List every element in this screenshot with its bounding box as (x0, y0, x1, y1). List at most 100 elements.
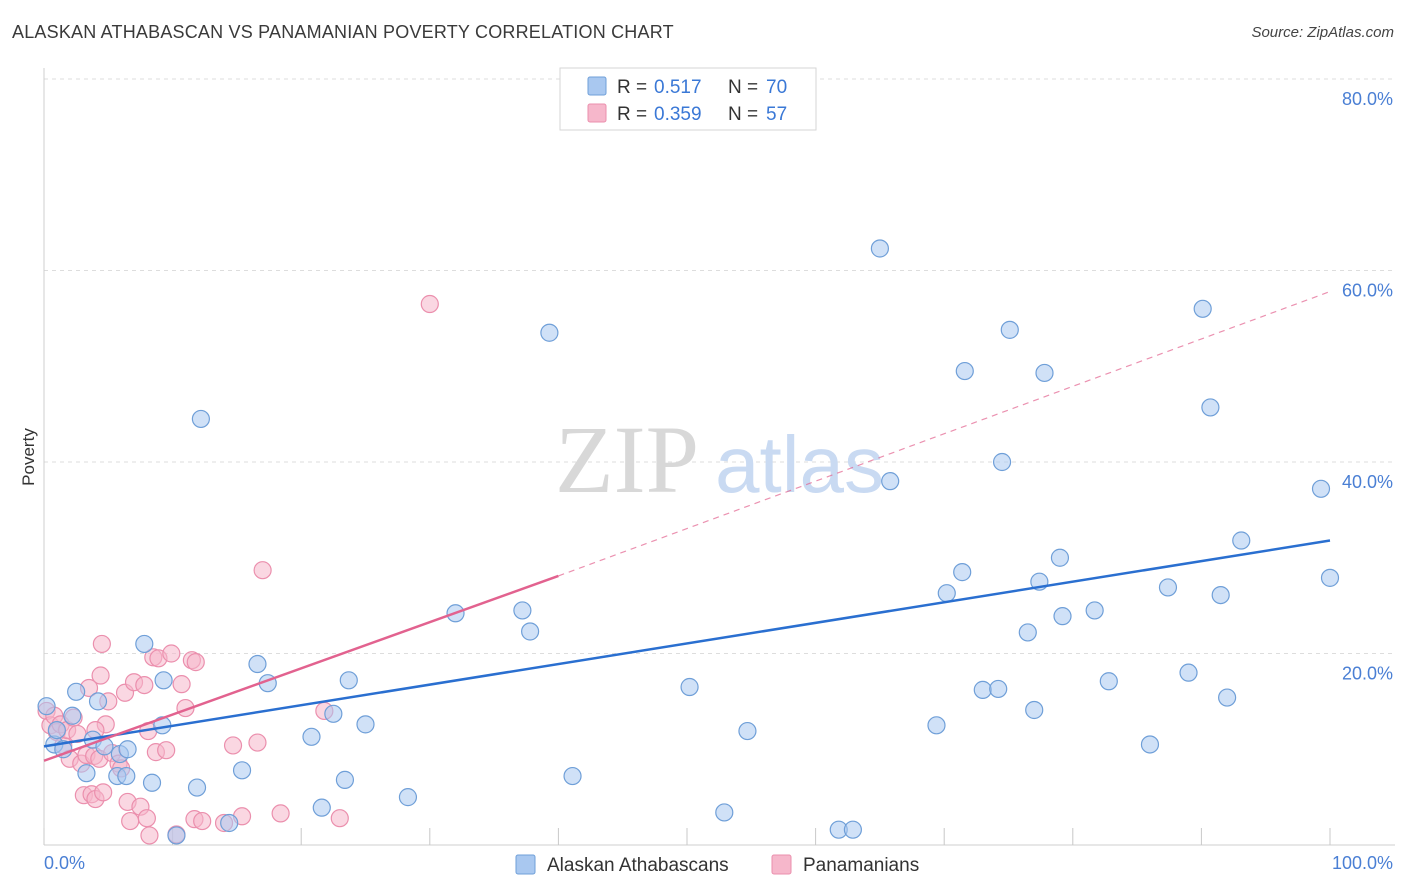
panamanians-point-38 (157, 741, 176, 760)
watermark: ZIP atlas (555, 406, 884, 513)
alaskan-athabascans-point-28 (339, 671, 358, 690)
alaskan-athabascans-point-64 (1211, 585, 1230, 605)
legend-r-value-1: 0.359 (654, 104, 702, 125)
alaskan-athabascans-point-56 (1053, 607, 1072, 626)
legend: R = 0.517 N = 70 R = 0.359 N = 57 (559, 67, 817, 131)
alaskan-athabascans-point-60 (1158, 578, 1178, 597)
legend-r-value-0: 0.517 (654, 77, 702, 98)
alaskan-athabascans-point-7 (88, 692, 108, 711)
alaskan-athabascans-point-58 (1099, 672, 1118, 691)
panamanians-point-32 (137, 809, 156, 828)
legend-swatch-blue (587, 76, 607, 96)
panamanians-point-31 (135, 675, 154, 695)
alaskan-athabascans-point-37 (715, 803, 734, 822)
y-tick-labels: 20.0% 40.0% 60.0% 80.0% (1342, 89, 1393, 684)
alaskan-athabascans-point-25 (312, 798, 331, 817)
x-tick-label-max: 100.0% (1332, 853, 1393, 873)
grid-lines (44, 78, 1395, 654)
alaskan-athabascans-point-41 (870, 239, 890, 258)
panamanians-point-55 (420, 294, 439, 314)
y-tick-label-20: 20.0% (1342, 664, 1393, 684)
source-credit: Source: ZipAtlas.com (1251, 24, 1394, 41)
alaskan-athabascans-point-46 (955, 361, 974, 381)
panamanians-point-20 (94, 783, 113, 802)
watermark-zip: ZIP (555, 406, 699, 513)
watermark-atlas: atlas (715, 420, 884, 509)
alaskan-athabascans-point-30 (398, 788, 418, 807)
bottom-legend-label-blue: Alaskan Athabascans (547, 855, 729, 876)
alaskan-athabascans-point-51 (1018, 623, 1037, 642)
alaskan-athabascans-point-18 (187, 778, 207, 797)
panamanians-trendline-extension (558, 291, 1331, 577)
alaskan-athabascans-point-19 (191, 409, 210, 429)
legend-n-label-1: N = (728, 104, 758, 125)
alaskan-athabascans-point-48 (989, 679, 1008, 699)
panamanians-point-51 (253, 561, 272, 580)
panamanians-point-28 (121, 811, 140, 831)
alaskan-athabascans-point-38 (738, 721, 757, 741)
alaskan-athabascans-point-16 (154, 671, 173, 690)
bottom-legend-swatch-blue (515, 854, 536, 875)
y-tick-label-40: 40.0% (1342, 472, 1393, 492)
panamanians-trendline (43, 574, 559, 762)
alaskan-athabascans-point-49 (992, 452, 1012, 472)
alaskan-athabascans-point-42 (881, 472, 900, 491)
alaskan-athabascans-point-33 (521, 622, 540, 641)
legend-n-value-0: 70 (766, 77, 787, 98)
y-tick-label-60: 60.0% (1342, 281, 1393, 301)
panamanians-point-40 (162, 644, 181, 663)
alaskan-athabascans-point-44 (937, 584, 956, 603)
panamanians-point-18 (91, 666, 110, 685)
alaskan-athabascans-point-29 (356, 715, 375, 734)
alaskan-athabascans-point-22 (248, 654, 267, 674)
legend-swatch-pink (587, 103, 607, 123)
alaskan-athabascans-point-21 (232, 761, 252, 780)
panamanians-points (37, 294, 439, 845)
alaskan-athabascans-point-63 (1201, 398, 1220, 417)
alaskan-athabascans-point-0 (37, 697, 56, 716)
alaskan-athabascans-point-12 (118, 740, 137, 759)
legend-r-label-1: R = (617, 104, 647, 125)
alaskan-athabascans-point-26 (324, 704, 343, 723)
bottom-legend-swatch-pink (771, 854, 792, 875)
alaskan-athabascans-point-59 (1140, 735, 1160, 754)
panamanians-point-19 (92, 634, 111, 654)
alaskan-athabascans-point-57 (1085, 601, 1104, 620)
alaskan-athabascans-point-50 (1000, 320, 1019, 339)
legend-r-label-0: R = (617, 77, 647, 98)
alaskan-athabascans-point-17 (167, 826, 186, 845)
alaskan-athabascans-point-11 (117, 766, 136, 786)
alaskan-athabascans-point-35 (563, 766, 582, 786)
alaskan-athabascans-point-3 (63, 706, 82, 725)
panamanians-point-45 (186, 653, 205, 672)
alaskan-athabascans-point-47 (973, 680, 992, 699)
panamanians-point-48 (223, 736, 243, 755)
panamanians-point-46 (193, 811, 212, 831)
trend-lines (43, 291, 1331, 762)
bottom-legend-label-pink: Panamanians (803, 855, 919, 876)
y-tick-label-80: 80.0% (1342, 89, 1393, 109)
legend-n-label-0: N = (728, 77, 758, 98)
alaskan-athabascans-point-69 (47, 720, 66, 740)
bottom-legend: Alaskan Athabascans Panamanians (515, 854, 919, 876)
panamanians-point-34 (140, 826, 159, 845)
alaskan-athabascans-point-20 (220, 813, 239, 833)
alaskan-athabascans-point-27 (335, 770, 355, 789)
alaskan-athabascans-point-66 (1232, 531, 1251, 550)
alaskan-athabascans-point-13 (135, 634, 154, 654)
alaskan-athabascans-point-34 (540, 323, 559, 342)
alaskan-athabascans-point-52 (1025, 700, 1044, 720)
x-tick-label-min: 0.0% (44, 853, 85, 873)
legend-n-value-1: 57 (766, 104, 787, 125)
panamanians-point-50 (248, 733, 267, 752)
alaskan-athabascans-point-65 (1218, 688, 1237, 707)
alaskan-athabascans-point-61 (1179, 663, 1198, 682)
panamanians-point-52 (271, 804, 290, 823)
alaskan-athabascans-point-45 (953, 563, 972, 582)
alaskan-athabascans-point-67 (1311, 479, 1331, 498)
alaskan-athabascans-point-32 (513, 601, 532, 620)
y-axis-label: Poverty (19, 428, 38, 486)
panamanians-point-54 (330, 809, 349, 828)
alaskan-athabascans-point-4 (67, 682, 86, 701)
